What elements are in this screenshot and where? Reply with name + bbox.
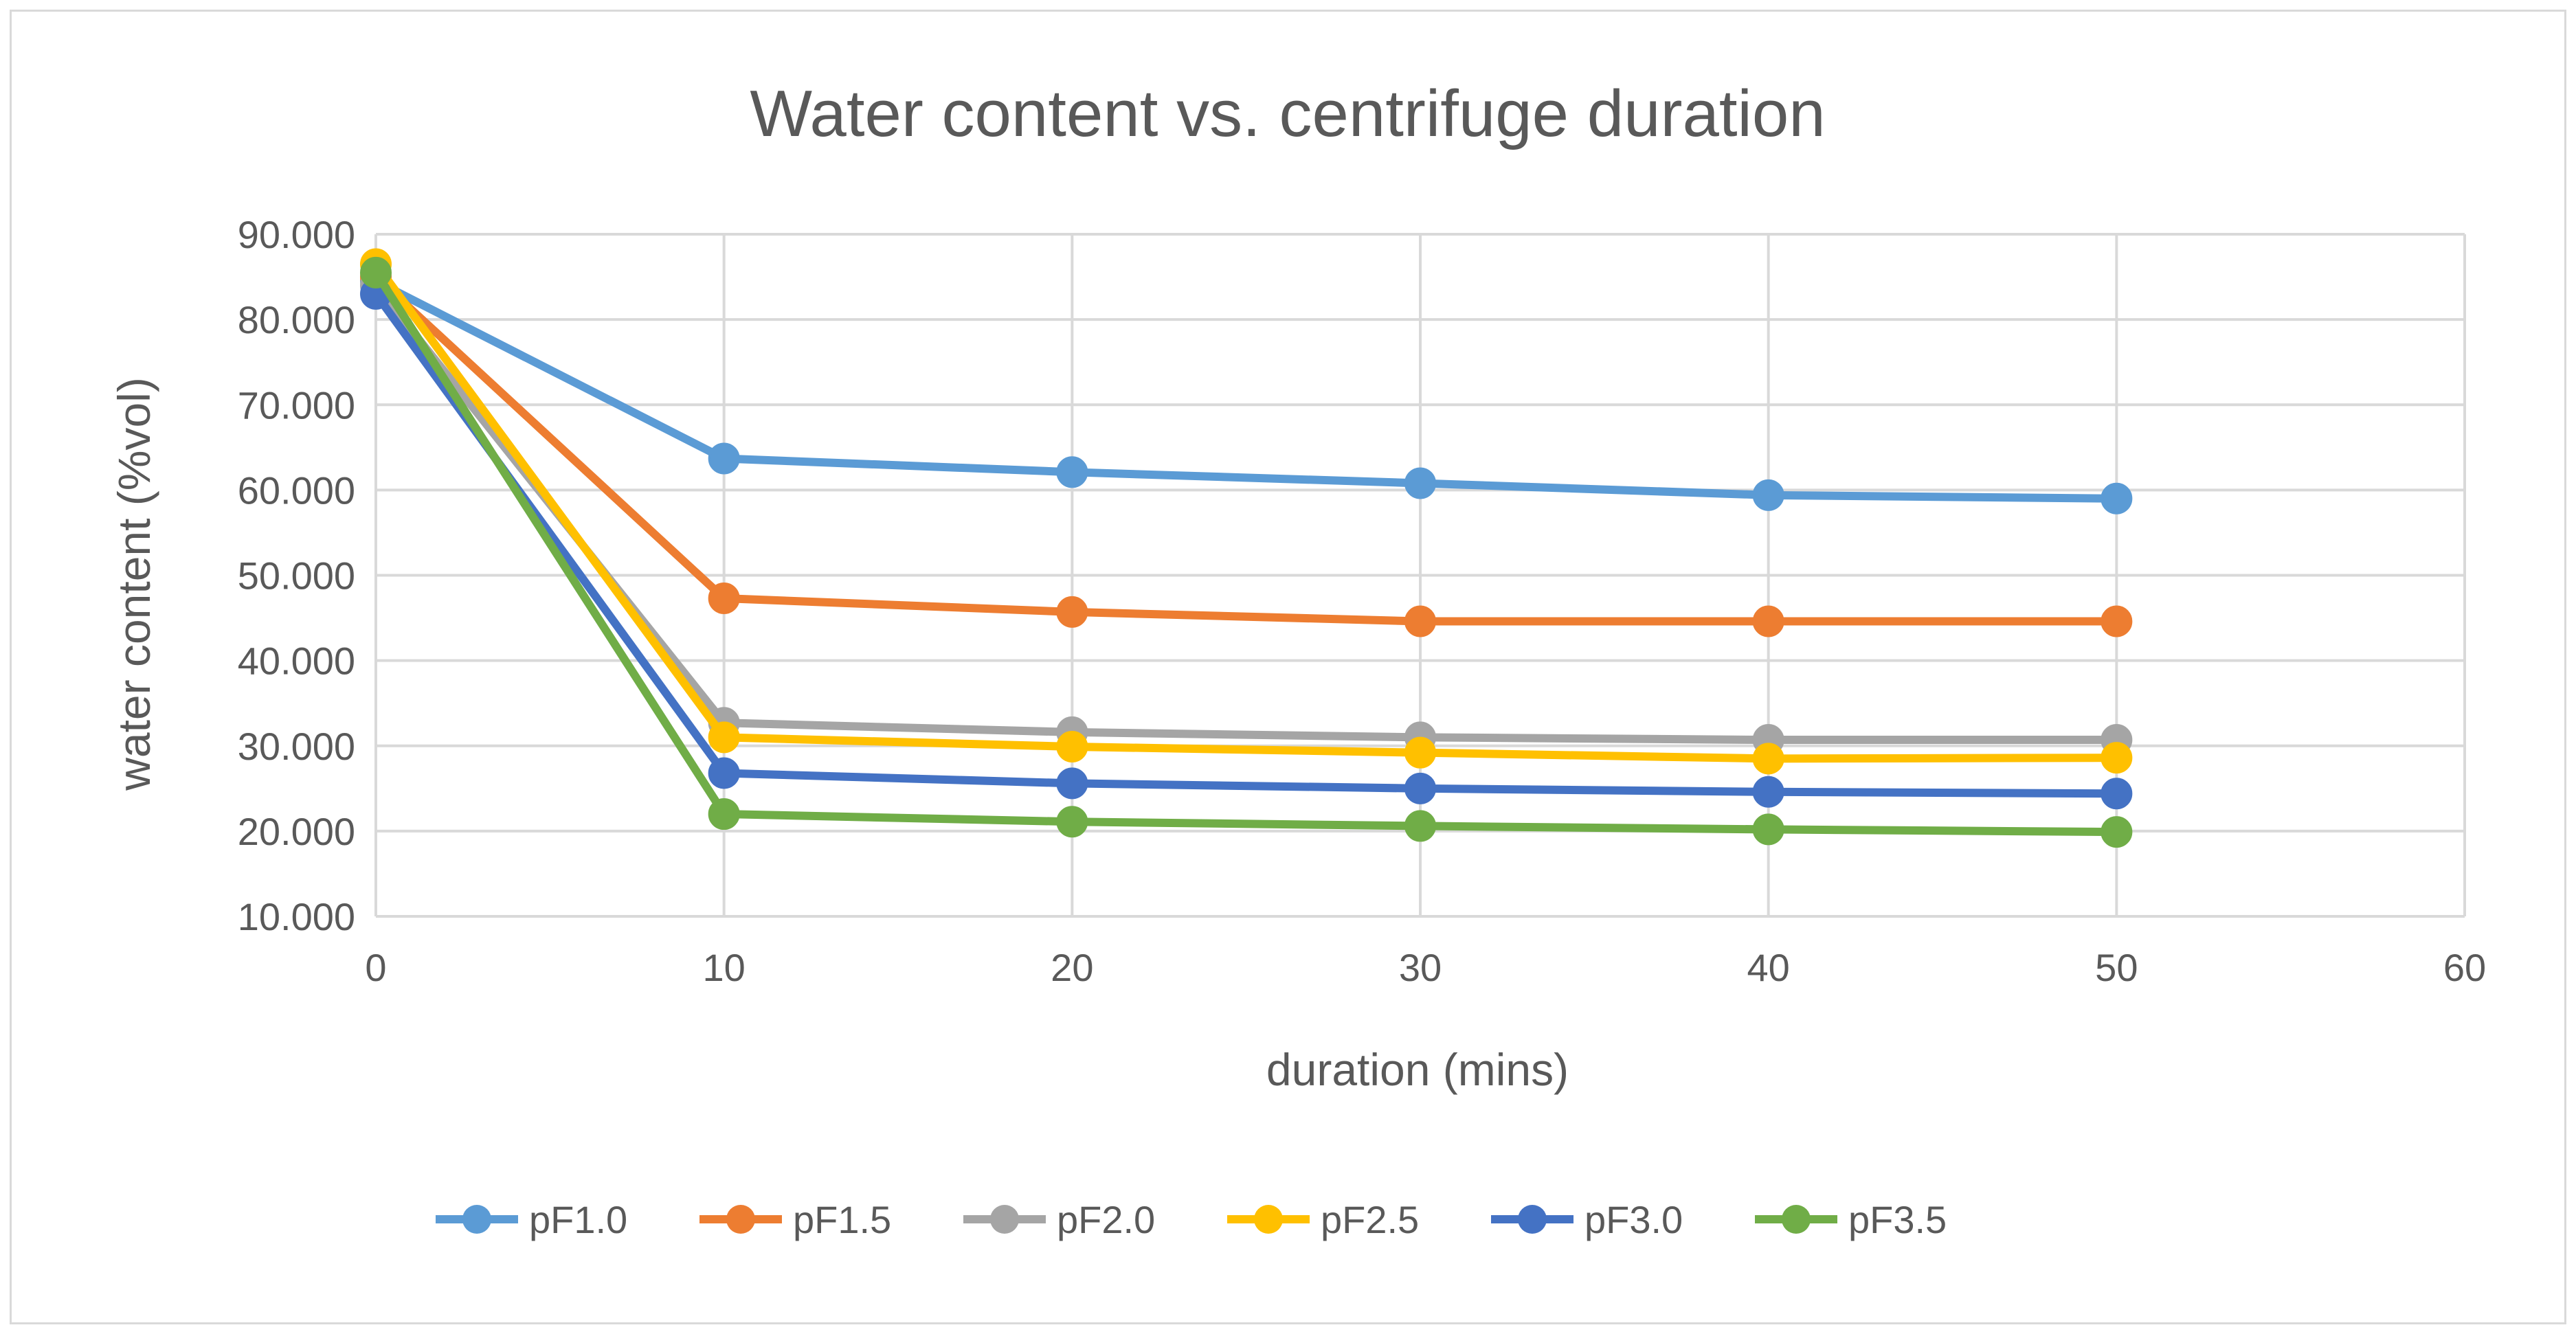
data-point: [2101, 778, 2133, 810]
series-pf2-5: [360, 248, 2133, 775]
legend-swatch-marker: [990, 1205, 1019, 1234]
data-point: [708, 583, 740, 615]
y-tick-label: 10.000: [238, 895, 355, 938]
data-point: [1056, 456, 1088, 488]
data-point: [360, 256, 392, 289]
data-point: [1752, 776, 1784, 808]
series-layer: [360, 248, 2133, 848]
series-line: [372, 273, 2121, 626]
legend-label: pF3.0: [1584, 1198, 1683, 1241]
legend-label: pF2.0: [1057, 1198, 1155, 1241]
series-line: [372, 281, 2121, 745]
data-point: [1404, 810, 1436, 842]
legend-swatch-marker: [726, 1205, 755, 1234]
data-point: [1056, 767, 1088, 800]
legend-item: pF1.0: [436, 1198, 627, 1241]
data-point: [2101, 742, 2133, 774]
legend-label: pF1.5: [793, 1198, 891, 1241]
legend-item: pF2.5: [1227, 1198, 1419, 1241]
legend-swatch-marker: [1518, 1205, 1547, 1234]
data-point: [708, 798, 740, 830]
x-tick-label: 0: [365, 946, 386, 989]
data-point: [708, 442, 740, 475]
legend-swatch-marker: [1254, 1205, 1283, 1234]
legend-label: pF2.5: [1321, 1198, 1419, 1241]
y-tick-label: 90.000: [238, 213, 355, 256]
y-tick-label: 30.000: [238, 725, 355, 768]
data-point: [1752, 743, 1784, 775]
chart-frame: [10, 10, 2566, 1324]
y-tick-label: 50.000: [238, 554, 355, 598]
legend: pF1.0 pF1.5 pF2.0 pF2.5 pF3.0 pF3.5: [436, 1198, 1947, 1241]
y-tick-label: 70.000: [238, 383, 355, 427]
legend-item: pF3.0: [1491, 1198, 1683, 1241]
series-pf3-5: [360, 256, 2133, 848]
data-point: [1404, 605, 1436, 637]
legend-swatch-marker: [1782, 1205, 1811, 1234]
legend-swatch-marker: [462, 1205, 491, 1234]
chart-title: Water content vs. centrifuge duration: [750, 77, 1825, 150]
data-point: [1752, 605, 1784, 637]
data-point: [1056, 730, 1088, 762]
data-point: [1056, 596, 1088, 628]
x-tick-label: 50: [2095, 946, 2138, 989]
data-point: [1404, 772, 1436, 804]
y-axis-title: water content (%vol): [109, 377, 159, 791]
data-point: [1752, 813, 1784, 846]
x-tick-label: 60: [2443, 946, 2486, 989]
data-point: [2101, 482, 2133, 515]
series-line: [372, 277, 2121, 503]
series-line: [372, 289, 2121, 798]
series-line: [372, 260, 2121, 763]
x-axis-title: duration (mins): [1266, 1044, 1569, 1095]
data-point: [708, 757, 740, 789]
series-pf3-0: [360, 278, 2133, 810]
series-pf1-0: [360, 265, 2133, 515]
data-point: [708, 721, 740, 754]
x-tick-labels: 0 10 20 30 40 50 60: [365, 946, 2486, 989]
y-tick-label: 20.000: [238, 810, 355, 853]
data-point: [1056, 806, 1088, 838]
y-tick-labels: 10.000 20.000 30.000 40.000 50.000 60.000 70.0…: [238, 213, 355, 938]
series-line: [372, 268, 2121, 837]
x-tick-label: 30: [1399, 946, 1442, 989]
x-tick-label: 20: [1051, 946, 1093, 989]
x-tick-label: 40: [1747, 946, 1790, 989]
x-tick-label: 10: [703, 946, 746, 989]
y-tick-label: 40.000: [238, 640, 355, 683]
legend-label: pF1.0: [529, 1198, 627, 1241]
data-point: [2101, 605, 2133, 637]
data-point: [2101, 816, 2133, 848]
y-tick-label: 60.000: [238, 468, 355, 512]
data-point: [1404, 736, 1436, 769]
data-point: [1404, 467, 1436, 499]
legend-item: pF3.5: [1755, 1198, 1947, 1241]
legend-item: pF2.0: [963, 1198, 1155, 1241]
data-point: [1752, 479, 1784, 511]
legend-label: pF3.5: [1848, 1198, 1947, 1241]
legend-item: pF1.5: [699, 1198, 891, 1241]
y-tick-label: 80.000: [238, 298, 355, 341]
